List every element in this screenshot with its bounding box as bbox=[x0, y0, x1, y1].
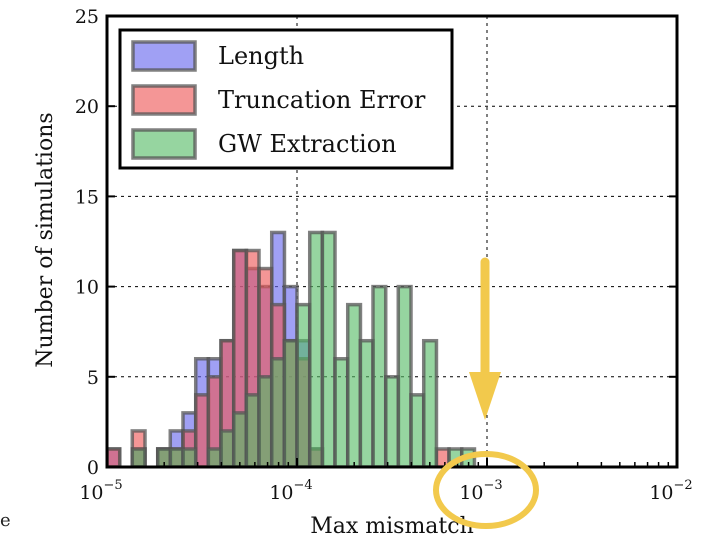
annotation-layer bbox=[433, 257, 539, 529]
series-2 bbox=[130, 230, 477, 467]
plot-frame bbox=[105, 14, 679, 469]
x-tick-exponent: −5 bbox=[104, 478, 123, 493]
y-tick-label: 5 bbox=[87, 367, 99, 389]
x-tick-label: 10−3 bbox=[459, 478, 502, 504]
y-tick-label: 20 bbox=[75, 96, 99, 118]
x-ticks: 10−5 10−4 10−3 10−2 bbox=[79, 458, 693, 504]
y-axis-label: Number of simulations bbox=[33, 112, 58, 367]
legend-label: Length bbox=[218, 42, 304, 70]
bar bbox=[409, 393, 426, 467]
x-tick-exponent: −2 bbox=[674, 478, 693, 493]
highlight-circle bbox=[433, 451, 539, 529]
bar bbox=[181, 447, 198, 467]
x-tick-label: 10−5 bbox=[79, 478, 122, 504]
bar bbox=[257, 375, 274, 467]
bar bbox=[219, 429, 236, 467]
bars-layer bbox=[107, 230, 477, 467]
bar bbox=[295, 302, 312, 467]
bar bbox=[396, 284, 413, 467]
grid-lines bbox=[107, 16, 677, 467]
y-tick-label: 0 bbox=[87, 457, 99, 479]
x-tick-label: 10−2 bbox=[649, 478, 692, 504]
bar bbox=[107, 447, 122, 467]
y-tick-label: 15 bbox=[75, 186, 99, 208]
x-tick-label: 10−4 bbox=[269, 478, 312, 504]
x-tick-exponent: −4 bbox=[294, 478, 313, 493]
bar bbox=[371, 284, 388, 467]
x-axis-label: Max mismatch bbox=[310, 514, 474, 539]
edge-text-fragment: e bbox=[0, 510, 11, 531]
legend-swatch bbox=[131, 40, 197, 72]
bar bbox=[333, 357, 350, 467]
legend-swatch bbox=[131, 128, 197, 160]
bar bbox=[320, 230, 337, 467]
bar bbox=[168, 447, 185, 467]
bar bbox=[421, 338, 439, 467]
bar bbox=[282, 338, 299, 467]
bar bbox=[244, 393, 261, 467]
y-tick-label: 10 bbox=[75, 277, 99, 299]
bar bbox=[358, 338, 375, 467]
y-ticks: 0 5 10 15 20 25 bbox=[75, 6, 677, 479]
bar bbox=[130, 447, 147, 467]
legend-label: Truncation Error bbox=[218, 86, 426, 114]
legend-swatch bbox=[131, 84, 197, 116]
bar bbox=[206, 447, 223, 467]
legend-label: GW Extraction bbox=[218, 130, 397, 158]
legend: Length Truncation Error GW Extraction bbox=[118, 28, 454, 170]
arrow-head-icon bbox=[469, 372, 501, 420]
x-tick-exponent: −3 bbox=[484, 478, 503, 493]
y-tick-label: 25 bbox=[75, 6, 99, 28]
